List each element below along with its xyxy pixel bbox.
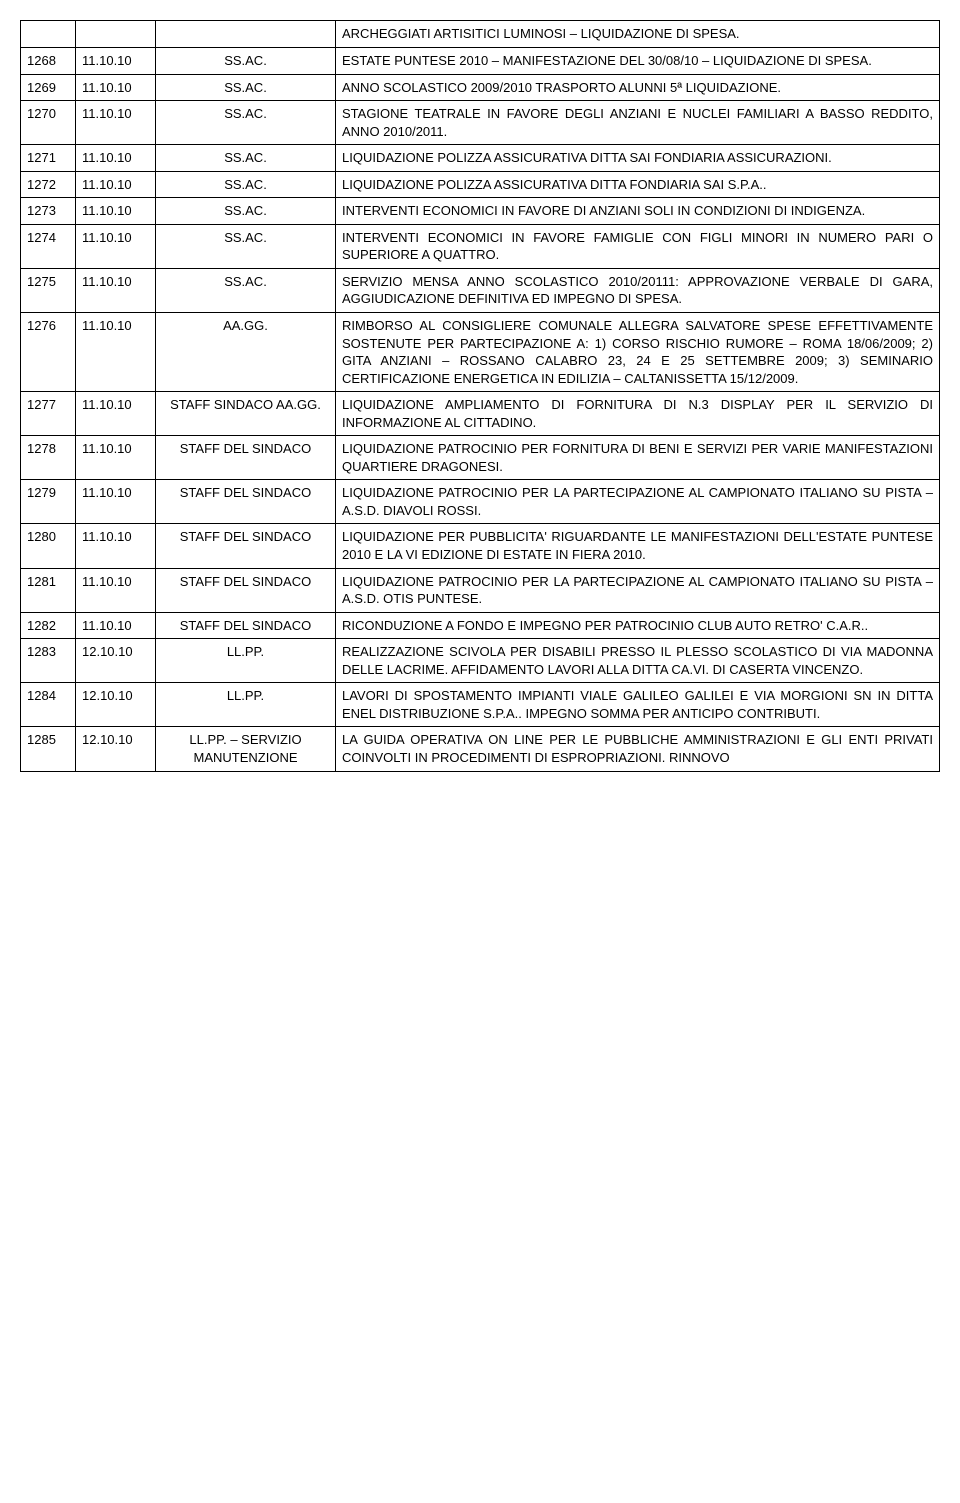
cell-desc: LIQUIDAZIONE POLIZZA ASSICURATIVA DITTA … bbox=[336, 145, 940, 172]
cell-date: 11.10.10 bbox=[76, 392, 156, 436]
cell-num: 1277 bbox=[21, 392, 76, 436]
cell-desc: INTERVENTI ECONOMICI IN FAVORE DI ANZIAN… bbox=[336, 198, 940, 225]
cell-num: 1268 bbox=[21, 48, 76, 75]
cell-desc: LAVORI DI SPOSTAMENTO IMPIANTI VIALE GAL… bbox=[336, 683, 940, 727]
cell-num: 1269 bbox=[21, 74, 76, 101]
table-row: 128011.10.10STAFF DEL SINDACOLIQUIDAZION… bbox=[21, 524, 940, 568]
cell-dept: STAFF DEL SINDACO bbox=[156, 612, 336, 639]
cell-dept: LL.PP. bbox=[156, 683, 336, 727]
cell-desc: LIQUIDAZIONE PATROCINIO PER LA PARTECIPA… bbox=[336, 568, 940, 612]
cell-dept: STAFF DEL SINDACO bbox=[156, 524, 336, 568]
cell-date: 12.10.10 bbox=[76, 683, 156, 727]
cell-dept: SS.AC. bbox=[156, 171, 336, 198]
cell-dept: STAFF DEL SINDACO bbox=[156, 568, 336, 612]
cell-desc: STAGIONE TEATRALE IN FAVORE DEGLI ANZIAN… bbox=[336, 101, 940, 145]
table-row: 128111.10.10STAFF DEL SINDACOLIQUIDAZION… bbox=[21, 568, 940, 612]
table-body: ARCHEGGIATI ARTISITICI LUMINOSI – LIQUID… bbox=[21, 21, 940, 772]
cell-desc: ESTATE PUNTESE 2010 – MANIFESTAZIONE DEL… bbox=[336, 48, 940, 75]
cell-desc: SERVIZIO MENSA ANNO SCOLASTICO 2010/2011… bbox=[336, 268, 940, 312]
cell-num: 1270 bbox=[21, 101, 76, 145]
cell-num: 1278 bbox=[21, 436, 76, 480]
cell-date bbox=[76, 21, 156, 48]
table-row: 128512.10.10LL.PP. – SERVIZIO MANUTENZIO… bbox=[21, 727, 940, 771]
cell-date: 11.10.10 bbox=[76, 224, 156, 268]
table-row: 127011.10.10SS.AC.STAGIONE TEATRALE IN F… bbox=[21, 101, 940, 145]
table-row: 127211.10.10SS.AC.LIQUIDAZIONE POLIZZA A… bbox=[21, 171, 940, 198]
cell-dept: SS.AC. bbox=[156, 268, 336, 312]
cell-num: 1283 bbox=[21, 639, 76, 683]
cell-num bbox=[21, 21, 76, 48]
cell-num: 1279 bbox=[21, 480, 76, 524]
cell-num: 1281 bbox=[21, 568, 76, 612]
cell-num: 1276 bbox=[21, 313, 76, 392]
cell-dept: AA.GG. bbox=[156, 313, 336, 392]
table-row: 126811.10.10SS.AC.ESTATE PUNTESE 2010 – … bbox=[21, 48, 940, 75]
cell-desc: LIQUIDAZIONE AMPLIAMENTO DI FORNITURA DI… bbox=[336, 392, 940, 436]
cell-date: 12.10.10 bbox=[76, 727, 156, 771]
table-row: 127411.10.10SS.AC.INTERVENTI ECONOMICI I… bbox=[21, 224, 940, 268]
cell-desc: LIQUIDAZIONE PER PUBBLICITA' RIGUARDANTE… bbox=[336, 524, 940, 568]
table-row: 128412.10.10LL.PP.LAVORI DI SPOSTAMENTO … bbox=[21, 683, 940, 727]
cell-date: 11.10.10 bbox=[76, 524, 156, 568]
cell-num: 1274 bbox=[21, 224, 76, 268]
table-row: 127611.10.10AA.GG.RIMBORSO AL CONSIGLIER… bbox=[21, 313, 940, 392]
cell-date: 11.10.10 bbox=[76, 171, 156, 198]
cell-desc: INTERVENTI ECONOMICI IN FAVORE FAMIGLIE … bbox=[336, 224, 940, 268]
cell-num: 1285 bbox=[21, 727, 76, 771]
table-row: 127111.10.10SS.AC.LIQUIDAZIONE POLIZZA A… bbox=[21, 145, 940, 172]
cell-dept: STAFF SINDACO AA.GG. bbox=[156, 392, 336, 436]
cell-num: 1275 bbox=[21, 268, 76, 312]
cell-date: 11.10.10 bbox=[76, 480, 156, 524]
cell-dept: SS.AC. bbox=[156, 145, 336, 172]
cell-desc: LIQUIDAZIONE POLIZZA ASSICURATIVA DITTA … bbox=[336, 171, 940, 198]
cell-desc: RIMBORSO AL CONSIGLIERE COMUNALE ALLEGRA… bbox=[336, 313, 940, 392]
cell-date: 11.10.10 bbox=[76, 145, 156, 172]
table-row: 127911.10.10STAFF DEL SINDACOLIQUIDAZION… bbox=[21, 480, 940, 524]
table-row: 128211.10.10STAFF DEL SINDACORICONDUZION… bbox=[21, 612, 940, 639]
table-row: 127311.10.10SS.AC.INTERVENTI ECONOMICI I… bbox=[21, 198, 940, 225]
cell-date: 11.10.10 bbox=[76, 568, 156, 612]
cell-desc: LA GUIDA OPERATIVA ON LINE PER LE PUBBLI… bbox=[336, 727, 940, 771]
table-row: ARCHEGGIATI ARTISITICI LUMINOSI – LIQUID… bbox=[21, 21, 940, 48]
cell-desc: RICONDUZIONE A FONDO E IMPEGNO PER PATRO… bbox=[336, 612, 940, 639]
cell-date: 11.10.10 bbox=[76, 74, 156, 101]
cell-num: 1280 bbox=[21, 524, 76, 568]
table-row: 127711.10.10STAFF SINDACO AA.GG.LIQUIDAZ… bbox=[21, 392, 940, 436]
cell-desc: LIQUIDAZIONE PATROCINIO PER FORNITURA DI… bbox=[336, 436, 940, 480]
cell-desc: REALIZZAZIONE SCIVOLA PER DISABILI PRESS… bbox=[336, 639, 940, 683]
table-row: 126911.10.10SS.AC.ANNO SCOLASTICO 2009/2… bbox=[21, 74, 940, 101]
table-row: 127511.10.10SS.AC.SERVIZIO MENSA ANNO SC… bbox=[21, 268, 940, 312]
cell-dept: SS.AC. bbox=[156, 74, 336, 101]
cell-date: 11.10.10 bbox=[76, 48, 156, 75]
cell-dept: SS.AC. bbox=[156, 198, 336, 225]
cell-date: 11.10.10 bbox=[76, 313, 156, 392]
cell-date: 11.10.10 bbox=[76, 198, 156, 225]
cell-dept: SS.AC. bbox=[156, 224, 336, 268]
cell-num: 1284 bbox=[21, 683, 76, 727]
cell-desc: LIQUIDAZIONE PATROCINIO PER LA PARTECIPA… bbox=[336, 480, 940, 524]
cell-num: 1271 bbox=[21, 145, 76, 172]
records-table: ARCHEGGIATI ARTISITICI LUMINOSI – LIQUID… bbox=[20, 20, 940, 772]
cell-date: 11.10.10 bbox=[76, 612, 156, 639]
cell-dept: SS.AC. bbox=[156, 48, 336, 75]
cell-date: 11.10.10 bbox=[76, 268, 156, 312]
cell-dept: LL.PP. bbox=[156, 639, 336, 683]
cell-desc: ANNO SCOLASTICO 2009/2010 TRASPORTO ALUN… bbox=[336, 74, 940, 101]
cell-dept: LL.PP. – SERVIZIO MANUTENZIONE bbox=[156, 727, 336, 771]
cell-date: 12.10.10 bbox=[76, 639, 156, 683]
cell-desc: ARCHEGGIATI ARTISITICI LUMINOSI – LIQUID… bbox=[336, 21, 940, 48]
cell-dept: STAFF DEL SINDACO bbox=[156, 436, 336, 480]
cell-dept: STAFF DEL SINDACO bbox=[156, 480, 336, 524]
cell-date: 11.10.10 bbox=[76, 101, 156, 145]
table-row: 128312.10.10LL.PP.REALIZZAZIONE SCIVOLA … bbox=[21, 639, 940, 683]
cell-dept bbox=[156, 21, 336, 48]
cell-num: 1272 bbox=[21, 171, 76, 198]
cell-date: 11.10.10 bbox=[76, 436, 156, 480]
cell-num: 1273 bbox=[21, 198, 76, 225]
table-row: 127811.10.10STAFF DEL SINDACOLIQUIDAZION… bbox=[21, 436, 940, 480]
cell-num: 1282 bbox=[21, 612, 76, 639]
cell-dept: SS.AC. bbox=[156, 101, 336, 145]
